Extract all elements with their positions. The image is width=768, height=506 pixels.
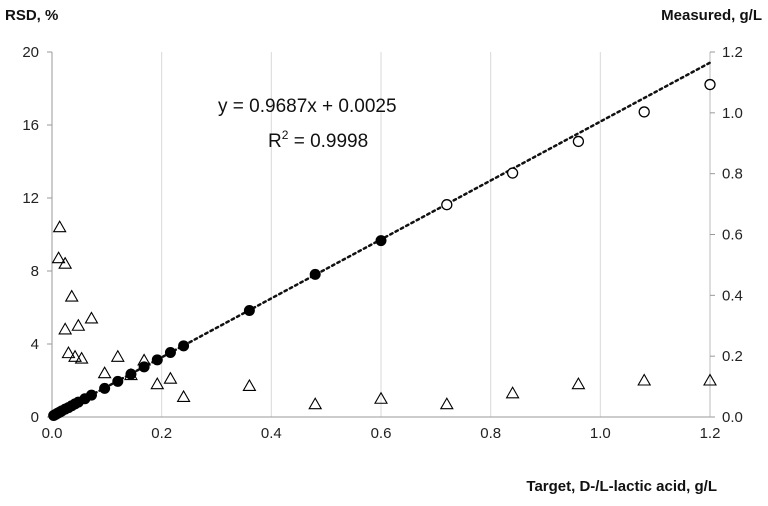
axes bbox=[47, 51, 715, 418]
data-point-open-triangle bbox=[58, 322, 73, 335]
data-point-open-triangle bbox=[110, 349, 125, 362]
r-squared-label: R2 = 0.9998 bbox=[268, 128, 368, 152]
data-point-open-triangle bbox=[64, 289, 79, 302]
data-point-open-triangle bbox=[150, 377, 165, 390]
data-point-open-circle bbox=[638, 106, 650, 118]
data-point-open-triangle bbox=[58, 256, 73, 269]
left-tick-label: 12 bbox=[22, 190, 39, 207]
data-point-open-triangle bbox=[703, 373, 717, 386]
x-tick-label: 0.6 bbox=[371, 425, 392, 442]
data-point-open-triangle bbox=[51, 251, 66, 264]
data-point-filled-circle bbox=[85, 389, 97, 401]
data-point-open-triangle bbox=[637, 373, 652, 386]
data-point-open-triangle bbox=[74, 351, 89, 364]
data-point-filled-circle bbox=[151, 354, 163, 366]
right-tick-label: 0.2 bbox=[722, 348, 743, 365]
data-point-open-triangle bbox=[176, 389, 191, 402]
data-point-open-triangle bbox=[505, 386, 520, 399]
data-point-filled-circle bbox=[375, 235, 387, 247]
right-tick-label: 0.8 bbox=[722, 166, 743, 183]
left-tick-label: 4 bbox=[31, 336, 39, 353]
right-tick-label: 1.0 bbox=[722, 105, 743, 122]
data-point-open-triangle bbox=[61, 346, 76, 359]
right-tick-label: 1.2 bbox=[722, 44, 743, 61]
right-tick-label: 0.0 bbox=[722, 409, 743, 426]
data-point-open-triangle bbox=[374, 391, 388, 404]
x-tick-label: 0.0 bbox=[42, 425, 63, 442]
right-tick-label: 0.6 bbox=[722, 227, 743, 244]
data-point-filled-circle bbox=[99, 382, 111, 394]
left-tick-label: 8 bbox=[31, 263, 39, 280]
r-squared-value: = 0.9998 bbox=[288, 131, 368, 152]
data-point-filled-circle bbox=[138, 361, 150, 373]
data-point-open-triangle bbox=[52, 220, 67, 233]
regression-equation: y = 0.9687x + 0.0025 bbox=[218, 96, 397, 117]
left-tick-label: 20 bbox=[22, 44, 39, 61]
x-tick-label: 0.4 bbox=[261, 425, 282, 442]
r-squared-superscript: 2 bbox=[282, 128, 289, 142]
data-point-open-triangle bbox=[308, 397, 323, 410]
left-axis-title: RSD, % bbox=[5, 7, 58, 24]
data-point-open-triangle bbox=[242, 378, 257, 392]
data-point-open-circle bbox=[572, 135, 585, 148]
r-squared-symbol: R bbox=[268, 131, 282, 152]
data-point-open-triangle bbox=[84, 311, 99, 324]
data-point-open-triangle bbox=[137, 353, 152, 366]
data-point-open-triangle bbox=[439, 397, 454, 410]
data-point-filled-circle bbox=[243, 305, 255, 317]
data-point-open-circle bbox=[441, 199, 453, 211]
data-point-filled-circle bbox=[178, 340, 190, 352]
data-point-open-triangle bbox=[163, 371, 178, 384]
x-tick-label: 0.2 bbox=[151, 425, 172, 442]
tick-labels: 0.0 0.2 0.4 0.6 0.8 1.0 1.2 0 4 8 12 16 20 0.0 0.2 0.4 0… bbox=[22, 44, 743, 442]
data-point-filled-circle bbox=[164, 347, 176, 359]
data-point-open-triangle bbox=[68, 349, 82, 362]
data-point-filled-circle bbox=[125, 368, 137, 380]
data-point-filled-circle bbox=[309, 268, 321, 280]
data-point-filled-circle bbox=[112, 375, 124, 387]
x-axis-title: Target, D-/L-lactic acid, g/L bbox=[526, 478, 717, 495]
x-tick-label: 1.2 bbox=[700, 425, 721, 442]
data-point-open-triangle bbox=[71, 318, 86, 331]
data-point-open-triangle bbox=[124, 367, 138, 381]
right-axis-title: Measured, g/L bbox=[661, 7, 762, 24]
x-tick-label: 0.8 bbox=[480, 425, 501, 442]
data-point-open-circle bbox=[704, 78, 716, 91]
x-tick-label: 1.0 bbox=[590, 425, 611, 442]
data-marks bbox=[48, 78, 717, 421]
right-tick-label: 0.4 bbox=[722, 287, 743, 304]
left-tick-label: 16 bbox=[22, 117, 39, 134]
left-tick-label: 0 bbox=[31, 409, 39, 426]
data-point-open-triangle bbox=[571, 377, 586, 390]
data-point-open-circle bbox=[506, 167, 519, 179]
data-point-open-triangle bbox=[97, 366, 112, 379]
